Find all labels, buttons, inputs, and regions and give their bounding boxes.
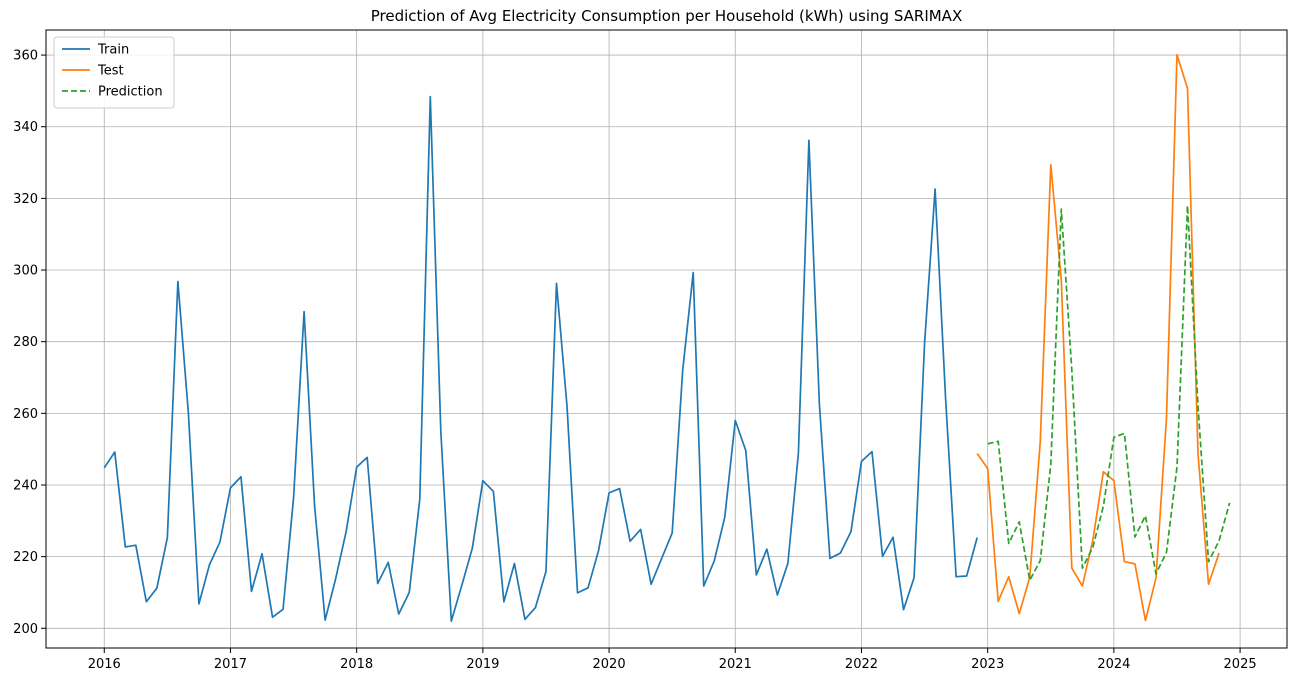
series-line-prediction	[987, 204, 1231, 582]
plot-frame	[45, 29, 1288, 649]
x-tick-label: 2024	[1097, 657, 1130, 672]
x-tick-label: 2022	[845, 657, 878, 672]
x-tick-label: 2020	[593, 657, 626, 672]
series-lines	[103, 53, 1231, 622]
legend-label-train: Train	[97, 43, 129, 58]
y-tick-label: 360	[13, 49, 38, 64]
y-tick-label: 200	[13, 622, 38, 637]
x-tick-label: 2023	[971, 657, 1004, 672]
chart-title: Prediction of Avg Electricity Consumptio…	[371, 7, 962, 25]
x-tick-label: 2019	[466, 657, 499, 672]
x-tick-label: 2025	[1224, 657, 1257, 672]
y-tick-label: 220	[13, 550, 38, 565]
x-tick-label: 2017	[214, 657, 247, 672]
y-tick-label: 260	[13, 407, 38, 422]
x-tick-label: 2021	[719, 657, 752, 672]
y-tick-label: 300	[13, 264, 38, 279]
x-tick-label: 2018	[340, 657, 373, 672]
y-tick-label: 240	[13, 478, 38, 493]
y-tick-label: 280	[13, 335, 38, 350]
series-line-train	[103, 95, 978, 622]
y-tick-label: 340	[13, 120, 38, 135]
grid	[46, 30, 1287, 648]
legend-label-test: Test	[97, 64, 124, 79]
legend-label-prediction: Prediction	[98, 85, 163, 100]
legend: Train Test Prediction	[53, 36, 175, 109]
axes: 2016 2017 2018 2019 2020 2021 2022 2023 2024 2025…	[13, 49, 1256, 672]
y-tick-label: 320	[13, 192, 38, 207]
x-tick-label: 2016	[88, 657, 121, 672]
series-line-test	[976, 53, 1220, 622]
